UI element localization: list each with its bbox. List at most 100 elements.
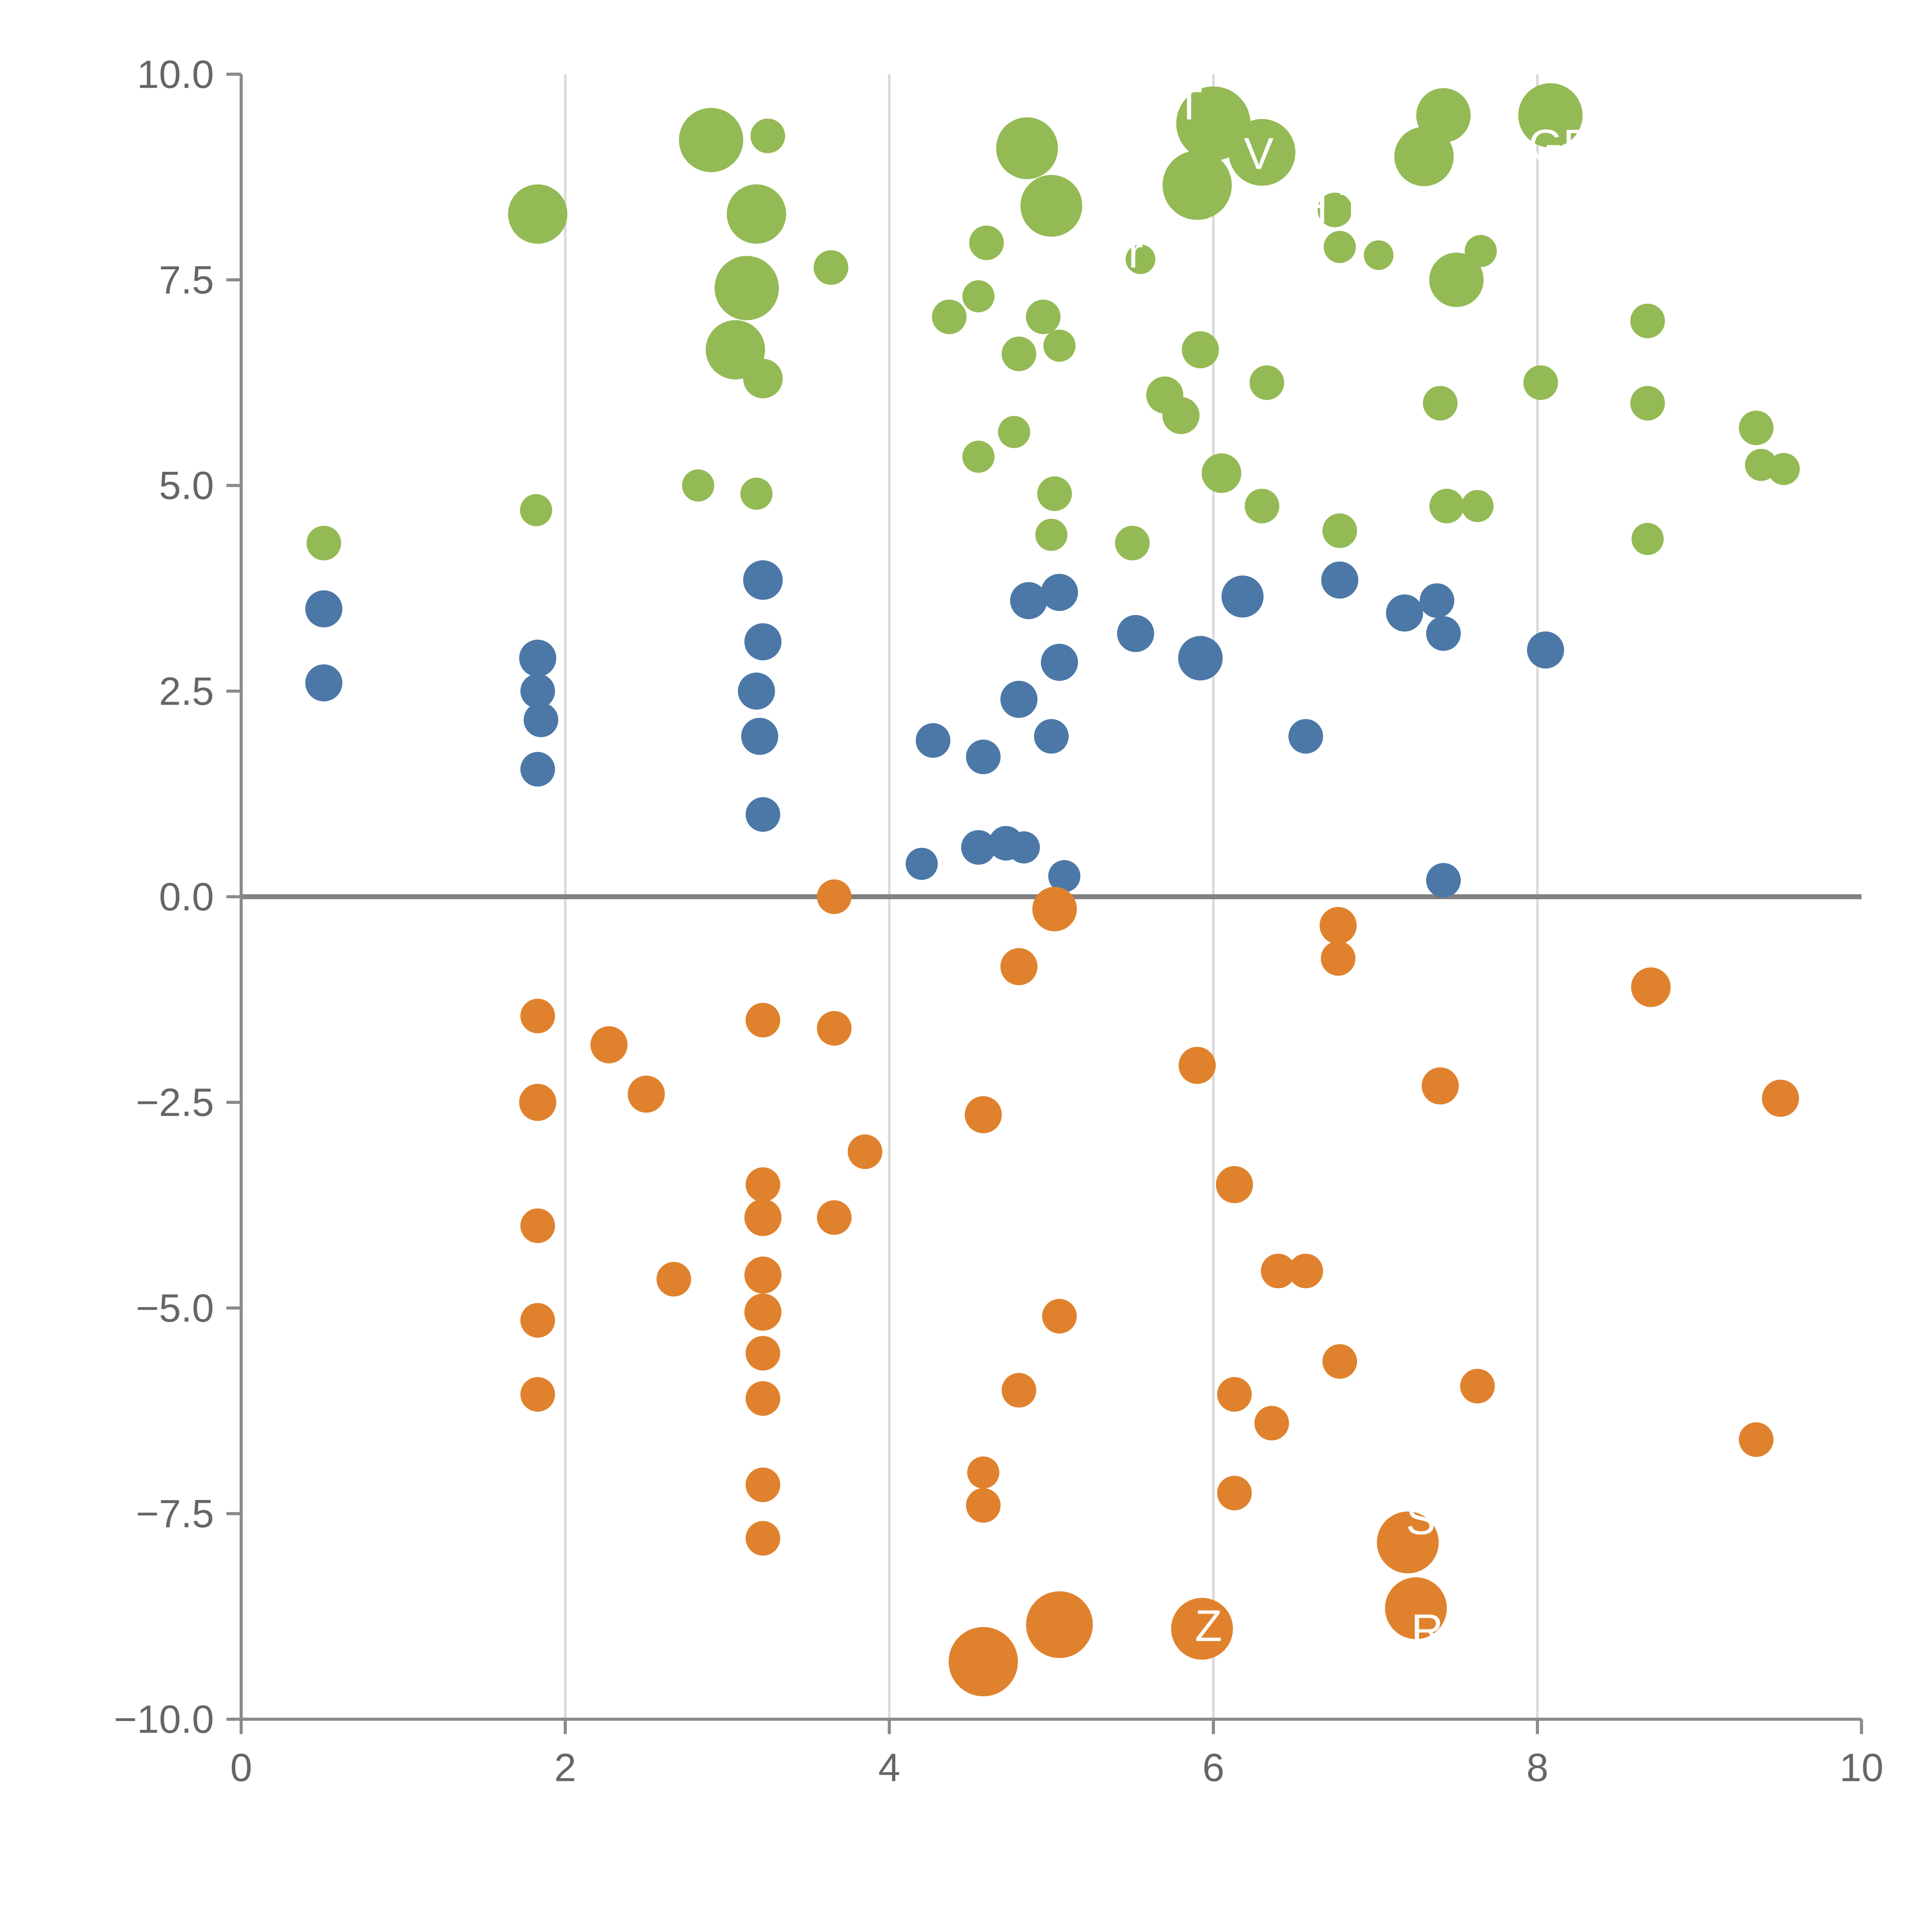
x-tick-label: 0 <box>230 1745 252 1789</box>
data-point-green <box>1182 331 1219 369</box>
data-point-orange <box>1322 1344 1357 1379</box>
data-point-green <box>750 118 785 153</box>
data-point-orange <box>1377 1511 1439 1573</box>
bubble-label: Z <box>1195 1601 1222 1651</box>
y-tick-label: 5.0 <box>159 463 214 508</box>
data-point-blue <box>741 718 779 755</box>
data-point-green <box>1126 244 1155 274</box>
data-point-orange <box>745 1003 781 1037</box>
data-point-orange <box>519 1083 556 1121</box>
series-green <box>306 83 1800 561</box>
data-point-blue <box>1117 615 1154 652</box>
y-tick-label: −2.5 <box>136 1080 214 1124</box>
data-point-orange <box>1032 887 1077 932</box>
data-point-green <box>1020 175 1082 237</box>
data-point-orange <box>520 1377 555 1412</box>
data-point-orange <box>1026 1591 1093 1658</box>
data-point-blue <box>1178 636 1223 681</box>
data-point-orange <box>745 1521 781 1556</box>
data-point-blue <box>1426 616 1461 651</box>
data-point-green <box>1317 192 1352 228</box>
data-point-green <box>1464 235 1497 267</box>
data-point-green <box>1245 488 1279 524</box>
data-point-blue <box>1034 719 1069 754</box>
data-point-blue <box>1321 561 1359 599</box>
y-tick-label: 7.5 <box>159 257 214 302</box>
data-point-orange <box>964 1096 1002 1133</box>
data-point-green <box>508 184 568 244</box>
data-point-blue <box>305 590 343 628</box>
data-point-green <box>1423 386 1458 421</box>
data-point-orange <box>1385 1577 1447 1639</box>
data-point-orange <box>1288 1253 1323 1289</box>
data-point-blue <box>915 723 951 758</box>
data-point-orange <box>745 1467 781 1502</box>
data-point-blue <box>1048 860 1081 893</box>
data-point-blue <box>738 672 775 710</box>
data-point-green <box>813 250 849 285</box>
data-point-blue <box>1221 575 1264 618</box>
data-point-orange <box>1000 948 1038 985</box>
data-point-blue <box>966 740 1001 774</box>
data-point-green <box>1115 526 1150 561</box>
data-point-blue <box>1527 631 1564 669</box>
y-tick-label: 0.0 <box>159 874 214 919</box>
bubble-label: T <box>1175 80 1202 129</box>
data-point-blue <box>305 664 343 702</box>
data-point-green <box>1461 490 1494 522</box>
data-point-green <box>520 494 553 526</box>
data-point-orange <box>656 1262 691 1297</box>
data-point-orange <box>817 1200 852 1235</box>
data-point-orange <box>745 1167 781 1202</box>
x-axis-ticks: 0 2 4 6 8 10 <box>230 1719 1884 1789</box>
data-point-orange <box>744 1293 782 1331</box>
data-point-orange <box>1631 967 1671 1007</box>
data-point-blue <box>1420 583 1454 618</box>
bubble-label: GH T <box>1261 182 1367 232</box>
data-point-blue <box>520 673 555 709</box>
data-point-green <box>1739 410 1774 446</box>
data-point-orange <box>847 1134 883 1169</box>
data-point-blue <box>1007 831 1040 864</box>
data-point-orange <box>628 1075 665 1113</box>
data-point-orange <box>1042 1299 1077 1334</box>
data-point-orange <box>1460 1369 1495 1404</box>
data-point-blue <box>743 560 783 600</box>
data-point-green <box>1323 231 1356 263</box>
data-point-green <box>1035 519 1068 551</box>
y-tick-label: 2.5 <box>159 669 214 713</box>
data-point-green <box>998 416 1031 448</box>
data-point-orange <box>745 1336 781 1371</box>
data-point-blue <box>1426 863 1461 898</box>
data-point-green <box>1523 365 1558 400</box>
x-tick-label: 2 <box>554 1745 576 1789</box>
data-point-orange <box>744 1199 782 1236</box>
data-point-green <box>962 280 995 313</box>
x-tick-label: 10 <box>1840 1745 1884 1789</box>
data-point-blue <box>744 623 782 660</box>
data-point-orange <box>966 1488 1001 1523</box>
data-point-green <box>679 108 743 172</box>
bubble-label: r <box>1128 228 1143 277</box>
data-point-blue <box>520 752 555 787</box>
data-point-green <box>1002 336 1036 371</box>
data-point-orange <box>1321 941 1355 976</box>
data-point-blue <box>519 639 556 677</box>
data-point-orange <box>520 1208 555 1243</box>
y-tick-label: 10.0 <box>137 52 214 96</box>
data-point-green <box>1630 386 1665 421</box>
bubble-label: GR <box>1528 121 1595 170</box>
data-point-orange <box>1320 907 1357 944</box>
y-axis-ticks: −10.0 −7.5 −5.0 −2.5 0.0 2.5 5.0 7.5 10.0 <box>114 52 242 1742</box>
data-point-green <box>1026 299 1061 334</box>
data-point-orange <box>1254 1406 1289 1440</box>
data-point-orange <box>1739 1422 1774 1457</box>
data-point-orange <box>1171 1598 1233 1660</box>
data-points <box>305 83 1800 1697</box>
data-point-green <box>1162 397 1200 434</box>
data-point-blue <box>1386 594 1423 632</box>
data-point-green <box>969 225 1004 260</box>
data-point-blue <box>1288 719 1323 754</box>
